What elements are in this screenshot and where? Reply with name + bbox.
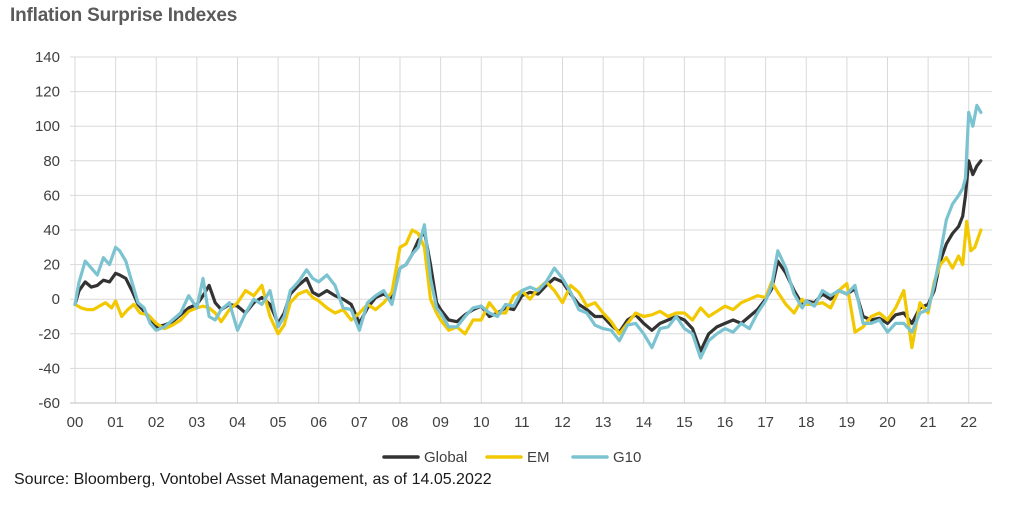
chart-title: Inflation Surprise Indexes (10, 5, 238, 26)
y-tick-label: 80 (43, 153, 60, 170)
x-tick-label: 18 (798, 414, 815, 431)
series-line-g10 (73, 103, 983, 360)
gridlines (70, 56, 992, 404)
x-tick-label: 12 (554, 414, 571, 431)
x-tick-label: 09 (432, 414, 449, 431)
x-tick-label: 21 (920, 414, 937, 431)
y-tick-label: -40 (38, 360, 60, 377)
legend-label-global: Global (424, 449, 467, 466)
y-tick-label: -20 (38, 326, 60, 343)
x-tick-label: 02 (148, 414, 165, 431)
legend: Global EM G10 (382, 449, 641, 466)
y-tick-label: -60 (38, 395, 60, 412)
y-tick-label: 100 (35, 118, 60, 135)
x-tick-label: 07 (351, 414, 368, 431)
x-tick-label: 03 (189, 414, 206, 431)
x-tick-label: 10 (473, 414, 490, 431)
legend-label-em: EM (527, 449, 550, 466)
series-lines (73, 103, 983, 360)
y-tick-label: 0 (52, 291, 60, 308)
legend-label-g10: G10 (613, 449, 641, 466)
x-tick-label: 16 (717, 414, 734, 431)
y-tick-label: 140 (35, 49, 60, 66)
x-tick-label: 20 (879, 414, 896, 431)
x-tick-label: 08 (392, 414, 409, 431)
x-tick-label: 17 (757, 414, 774, 431)
x-tick-label: 11 (514, 414, 530, 431)
y-tick-label: 120 (35, 84, 60, 101)
x-tick-label: 06 (310, 414, 327, 431)
x-tick-label: 04 (229, 414, 246, 431)
x-tick-label: 15 (676, 414, 693, 431)
source-note: Source: Bloomberg, Vontobel Asset Manage… (14, 471, 492, 488)
line-chart: 140 120 100 80 60 40 20 0 -20 -40 -60 00 01 02 03 04 05… (35, 49, 992, 466)
y-tick-label: 20 (43, 257, 60, 274)
x-tick-label: 22 (960, 414, 977, 431)
x-tick-label: 14 (635, 414, 652, 431)
series-line-global (73, 159, 983, 353)
y-axis-tick-labels: 140 120 100 80 60 40 20 0 -20 -40 -60 (35, 49, 60, 412)
x-tick-label: 05 (270, 414, 287, 431)
x-tick-label: 00 (67, 414, 84, 431)
x-tick-label: 13 (595, 414, 612, 431)
x-tick-label: 01 (107, 414, 124, 431)
x-tick-label: 19 (839, 414, 856, 431)
y-tick-label: 40 (43, 222, 60, 239)
series-line-em (73, 219, 983, 350)
x-axis-tick-labels: 00 01 02 03 04 05 06 07 08 09 10 11 12 13 14 15 16 17 18 19… (67, 414, 977, 431)
y-tick-label: 60 (43, 187, 60, 204)
